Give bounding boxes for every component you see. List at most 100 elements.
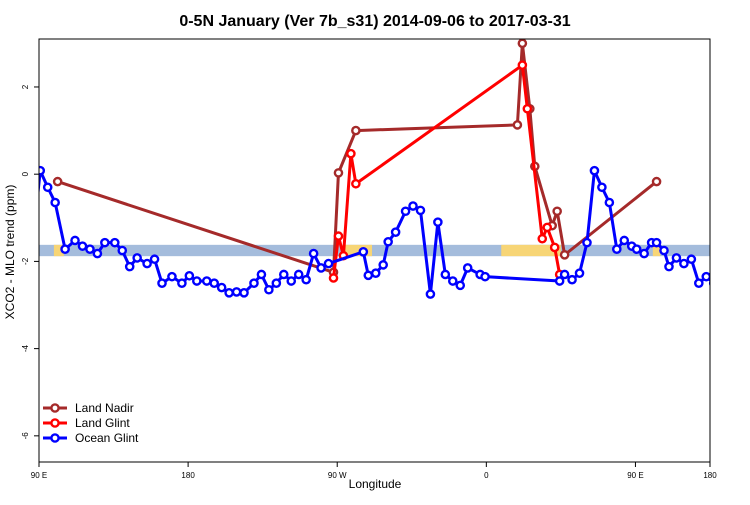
data-point [554,276,565,286]
data-point [256,269,267,280]
data-point [92,248,103,259]
data-point [582,237,592,248]
data-point [597,182,607,193]
series-land-nadir [52,39,662,278]
data-point [363,270,374,281]
data-point [224,287,234,298]
x-tick-label: 90 W [328,471,347,480]
data-point [574,268,585,278]
data-point [718,272,725,279]
band-land-segment [53,244,64,257]
data-point [157,278,167,289]
band-land-segment [501,244,561,257]
data-point [351,125,361,136]
data-point [679,258,689,269]
x-tick-label: 0 [484,471,489,480]
data-point [328,273,339,283]
axes: 90 E 180 90 W 0 90 E 180 2 0 -2 -4 -6 [21,84,717,480]
data-point [231,287,242,297]
data-point [77,241,88,251]
data-point [408,201,418,211]
data-point [559,250,570,260]
data-point [301,274,311,285]
x-tick-label: 90 E [31,471,47,480]
data-point [671,253,682,263]
x-axis-label: Longitude [349,477,402,491]
data-point [740,280,747,287]
data-point [149,254,160,265]
data-point [651,237,662,248]
data-point [308,248,319,259]
data-point [425,289,436,299]
data-point [286,276,297,286]
data-point [264,284,274,295]
data-point [725,277,732,284]
legend-label: Land Glint [75,416,130,430]
data-point [651,176,662,187]
data-point [184,270,195,281]
data-point [177,278,187,289]
data-point [370,268,381,278]
data-point [480,271,490,282]
band-land-segment [342,244,373,257]
data-point [732,277,739,284]
data-point [316,263,326,273]
legend-marker [50,433,60,443]
data-point [192,276,202,286]
data-point [390,227,401,237]
data-point [517,39,528,49]
data-point [701,271,710,282]
chart-title: 0-5N January (Ver 7b_s31) 2014-09-06 to … [179,13,570,30]
data-point [351,178,361,189]
data-point [278,269,289,280]
data-point [383,236,393,247]
data-point [100,237,110,248]
baseline-band [39,244,710,257]
data-point [249,278,259,289]
y-tick-label: 2 [21,84,30,89]
y-tick-label: -2 [21,257,30,265]
data-point [70,235,80,246]
data-point [659,245,669,256]
data-point [440,269,451,280]
data-point [619,235,630,246]
y-axis-label: XCO2 - MLO trend (ppm) [3,185,17,320]
y-tick-label: -6 [21,432,30,440]
data-point [60,244,70,254]
data-point [293,269,304,280]
data-point [29,239,36,246]
legend-marker [50,403,60,413]
data-point [522,103,533,114]
data-point [142,258,152,269]
data-point [559,269,570,280]
data-point [239,287,249,298]
y-tick-label: -4 [21,345,30,353]
data-point [664,261,674,272]
x-tick-label: 180 [703,471,717,480]
data-point [552,206,562,217]
data-point [346,148,356,159]
data-point [639,248,649,259]
data-point [462,263,473,273]
data-point [216,282,227,293]
data-point [85,244,95,254]
data-point [455,280,466,291]
data-point [604,197,615,208]
band-land-segment [652,244,661,257]
plot-frame [38,38,711,463]
data-point [517,60,528,70]
x-tick-label: 90 E [627,471,643,480]
data-point [708,280,710,287]
data-point [549,242,560,253]
data-point [124,261,135,272]
legend-marker [50,418,60,428]
band-ocean [39,244,710,257]
data-point [378,260,388,270]
data-point [201,276,212,286]
data-point [109,237,120,248]
data-point [117,245,128,256]
data-point [631,244,642,254]
legend-label: Ocean Glint [75,431,139,445]
